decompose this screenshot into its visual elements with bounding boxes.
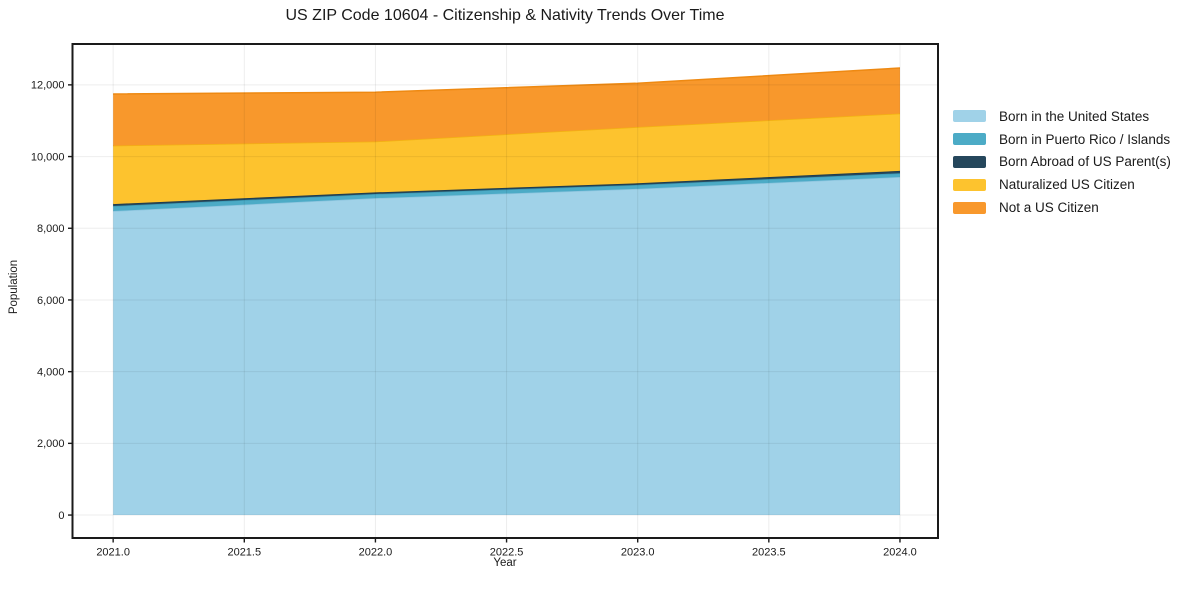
- chart-title: US ZIP Code 10604 - Citizenship & Nativi…: [285, 7, 725, 24]
- legend-label: Not a US Citizen: [999, 200, 1099, 216]
- x-tick-label: 2022.0: [359, 547, 393, 559]
- x-axis-label: Year: [493, 557, 517, 569]
- y-axis-label: Population: [8, 259, 20, 315]
- legend-item-born-abroad-of-us-parent-s: Born Abroad of US Parent(s): [953, 151, 1171, 174]
- y-tick-label: 0: [58, 510, 64, 522]
- legend-item-naturalized-us-citizen: Naturalized US Citizen: [953, 173, 1171, 196]
- x-tick-label: 2021.5: [227, 547, 261, 559]
- legend-swatch-icon: [953, 133, 986, 146]
- area-naturalized-us-citizen: [113, 113, 900, 205]
- x-tick-label: 2023.0: [621, 547, 655, 559]
- legend-item-born-in-the-united-states: Born in the United States: [953, 105, 1171, 128]
- x-tick-label: 2021.0: [96, 547, 130, 559]
- legend-label: Born Abroad of US Parent(s): [999, 154, 1171, 170]
- y-tick-label: 4,000: [37, 366, 65, 378]
- legend-item-born-in-puerto-rico-islands: Born in Puerto Rico / Islands: [953, 128, 1171, 151]
- area-edge-not-a-us-citizen: [113, 67, 901, 95]
- x-tick-label: 2022.5: [490, 547, 524, 559]
- legend-swatch-icon: [953, 178, 986, 191]
- y-tick-label: 6,000: [37, 295, 65, 307]
- legend-label: Born in Puerto Rico / Islands: [999, 131, 1171, 147]
- y-tick-label: 2,000: [37, 438, 65, 450]
- y-tick-label: 8,000: [37, 223, 65, 235]
- y-tick-label: 12,000: [31, 80, 65, 92]
- legend-label: Born in the United States: [999, 108, 1150, 124]
- legend-item-not-a-us-citizen: Not a US Citizen: [953, 196, 1171, 219]
- legend-swatch-icon: [953, 201, 986, 214]
- x-tick-label: 2023.5: [752, 547, 786, 559]
- area-not-a-us-citizen: [113, 68, 900, 146]
- x-tick-label: 2024.0: [883, 547, 917, 559]
- legend: Born in the United States Born in Puerto …: [953, 105, 1171, 219]
- y-tick-label: 10,000: [31, 151, 65, 163]
- legend-label: Naturalized US Citizen: [999, 177, 1135, 193]
- area-born-in-the-united-states: [113, 177, 900, 516]
- legend-swatch-icon: [953, 155, 986, 168]
- plot-frame: [71, 43, 939, 539]
- legend-swatch-icon: [953, 110, 986, 123]
